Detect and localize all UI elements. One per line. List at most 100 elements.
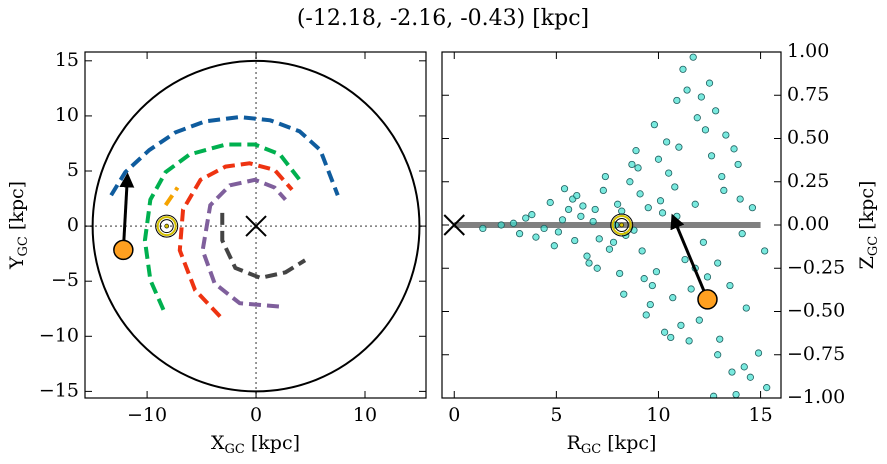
star-point — [591, 205, 599, 214]
star-point — [638, 247, 646, 255]
star-point — [685, 337, 693, 345]
star-point — [701, 126, 710, 134]
star-point — [736, 195, 744, 203]
y-tick-label: −10 — [39, 324, 79, 346]
star-point — [550, 242, 558, 250]
spiral-arm — [142, 142, 302, 311]
star-point — [748, 204, 757, 212]
x-axis-label-main: R — [567, 432, 582, 454]
x-axis-label-sub: GC — [581, 442, 601, 457]
star-point — [718, 172, 726, 181]
y-axis-label-main: Y — [6, 256, 28, 270]
y-axis-label: YGC [kpc] — [6, 181, 31, 270]
star-point — [577, 212, 585, 220]
y-axis-label-unit: [kpc] — [6, 181, 28, 236]
y-tick-label: −15 — [39, 379, 79, 401]
star-point — [628, 160, 636, 169]
figure-title: (-12.18, -2.16, -0.43) [kpc] — [297, 6, 589, 31]
axes-frame — [84, 51, 427, 399]
y-tick-label: 1.00 — [787, 40, 829, 62]
star-point — [679, 65, 687, 73]
star-point — [560, 185, 569, 193]
y-tick-label: 5 — [67, 159, 79, 181]
star-point — [691, 200, 699, 208]
x-tick-label: 0 — [250, 404, 262, 426]
center-cross — [245, 215, 267, 237]
star-point — [742, 304, 750, 312]
star-point — [609, 238, 618, 246]
star-point — [667, 333, 675, 342]
x-tick-label: −10 — [127, 404, 167, 426]
star-point — [754, 349, 763, 357]
star-point — [614, 200, 622, 208]
star-point — [703, 273, 712, 281]
star-point — [573, 191, 581, 200]
sun-ring — [614, 218, 629, 232]
star-point — [673, 96, 681, 105]
y-tick-label: −0.50 — [787, 300, 845, 322]
star-point — [671, 183, 679, 191]
y-tick-label: 0.00 — [787, 213, 829, 235]
star-point — [738, 230, 746, 238]
star-point — [669, 294, 677, 302]
galactic-center — [245, 215, 267, 237]
star-point — [593, 264, 601, 272]
star-point — [689, 53, 697, 61]
star-point — [716, 335, 724, 343]
star-point — [528, 211, 536, 219]
star-point — [732, 390, 740, 398]
star-point — [714, 259, 722, 267]
y-axis-label: ZGC [kpc] — [856, 181, 881, 270]
plot-area — [454, 53, 771, 398]
star-point — [554, 228, 563, 236]
y-tick-label: −0.25 — [787, 256, 845, 278]
star-point — [509, 219, 518, 227]
star-point — [595, 235, 603, 243]
star-point — [693, 114, 701, 122]
y-axis-label-sub: GC — [866, 236, 881, 256]
sun — [610, 213, 634, 237]
sun-ring — [155, 214, 179, 238]
x-axis-label-sub: GC — [225, 442, 245, 457]
star-point — [583, 252, 591, 260]
sun-ring — [156, 216, 177, 237]
y-tick-label: 10 — [55, 104, 79, 126]
spiral-arm — [220, 212, 307, 280]
star-point — [728, 368, 736, 376]
spiral-arm — [177, 161, 294, 318]
y-axis-label-sub: GC — [16, 236, 31, 256]
star-point — [652, 268, 661, 276]
star-point — [589, 217, 597, 226]
star-point — [479, 224, 487, 233]
star-point — [714, 351, 722, 359]
star-point — [712, 107, 720, 115]
galactic-center — [443, 214, 465, 236]
sun-ring — [159, 219, 174, 234]
sun-dot — [619, 222, 625, 228]
star-point — [585, 259, 593, 267]
star-point — [720, 186, 728, 194]
spiral-arm — [163, 186, 180, 207]
star-point — [761, 247, 769, 255]
star-point — [571, 236, 579, 245]
sun-dot — [164, 223, 170, 229]
x-axis-label-main: X — [211, 432, 225, 454]
star-point — [746, 373, 754, 381]
y-axis-label-unit: [kpc] — [856, 181, 878, 236]
object-marker — [113, 239, 134, 261]
x-tick-label: 5 — [550, 404, 562, 426]
star-point — [730, 145, 738, 153]
star-point — [707, 152, 716, 160]
star-point — [654, 155, 663, 163]
object-marker — [697, 289, 718, 310]
x-tick-label: 15 — [748, 404, 772, 426]
star-point — [734, 160, 742, 169]
star-point — [658, 209, 667, 217]
star-point — [522, 214, 530, 222]
star-point — [665, 169, 673, 177]
center-cross — [443, 214, 465, 236]
star-point — [579, 202, 587, 210]
star-point — [532, 233, 540, 241]
star-point — [697, 93, 705, 101]
